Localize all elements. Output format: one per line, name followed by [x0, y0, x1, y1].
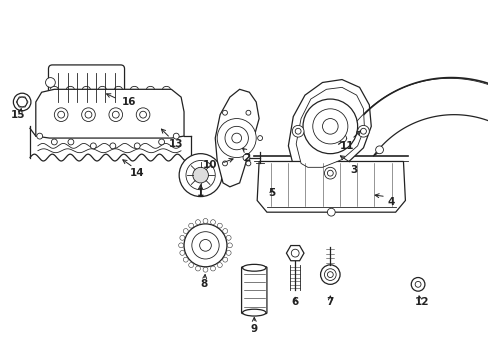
- Circle shape: [81, 108, 95, 121]
- Circle shape: [410, 278, 424, 291]
- Circle shape: [312, 109, 347, 144]
- Circle shape: [188, 223, 193, 228]
- Circle shape: [51, 139, 57, 145]
- Circle shape: [140, 111, 146, 118]
- Circle shape: [414, 282, 420, 287]
- Circle shape: [185, 161, 215, 190]
- Text: 9: 9: [250, 324, 257, 334]
- Polygon shape: [36, 89, 183, 138]
- Text: 12: 12: [414, 297, 428, 307]
- Circle shape: [327, 208, 334, 216]
- Circle shape: [110, 143, 116, 149]
- Text: 7: 7: [326, 297, 333, 307]
- Circle shape: [45, 78, 55, 87]
- Circle shape: [224, 126, 248, 150]
- Circle shape: [226, 235, 231, 240]
- Circle shape: [90, 143, 96, 149]
- Circle shape: [192, 167, 208, 183]
- Text: 16: 16: [122, 97, 136, 107]
- Text: 4: 4: [386, 197, 394, 207]
- Circle shape: [195, 220, 200, 225]
- Circle shape: [85, 111, 92, 118]
- Circle shape: [188, 263, 193, 267]
- Circle shape: [245, 161, 250, 166]
- Circle shape: [180, 235, 184, 240]
- Text: 6: 6: [291, 297, 298, 307]
- Circle shape: [322, 118, 337, 134]
- Text: 14: 14: [130, 168, 144, 178]
- Text: 11: 11: [339, 141, 353, 151]
- Ellipse shape: [242, 264, 265, 271]
- Circle shape: [217, 263, 222, 267]
- Polygon shape: [288, 80, 370, 175]
- Circle shape: [37, 133, 42, 139]
- Circle shape: [58, 111, 64, 118]
- Polygon shape: [296, 87, 364, 167]
- Circle shape: [375, 146, 383, 154]
- Circle shape: [13, 93, 31, 111]
- Circle shape: [360, 128, 366, 134]
- Text: 8: 8: [200, 279, 207, 289]
- Text: 5: 5: [267, 188, 275, 198]
- Circle shape: [195, 266, 200, 271]
- Circle shape: [210, 220, 215, 225]
- Circle shape: [109, 108, 122, 121]
- Circle shape: [243, 154, 249, 161]
- Circle shape: [178, 243, 183, 248]
- Circle shape: [183, 229, 188, 233]
- Circle shape: [227, 243, 232, 248]
- FancyBboxPatch shape: [48, 65, 124, 110]
- Circle shape: [357, 125, 368, 137]
- Text: 15: 15: [11, 110, 25, 120]
- Circle shape: [223, 229, 227, 233]
- Circle shape: [217, 118, 256, 158]
- Circle shape: [203, 219, 207, 224]
- Circle shape: [231, 133, 241, 143]
- Circle shape: [222, 110, 227, 115]
- Circle shape: [292, 125, 304, 137]
- Circle shape: [158, 139, 164, 145]
- Text: 2: 2: [243, 153, 249, 163]
- Circle shape: [179, 154, 222, 197]
- Circle shape: [245, 110, 250, 115]
- Circle shape: [183, 257, 188, 262]
- Circle shape: [203, 267, 207, 272]
- Text: 13: 13: [169, 139, 183, 149]
- Circle shape: [173, 133, 179, 139]
- Text: 3: 3: [349, 165, 357, 175]
- Ellipse shape: [242, 309, 265, 316]
- Circle shape: [327, 170, 332, 176]
- Circle shape: [320, 265, 339, 284]
- Circle shape: [324, 269, 335, 280]
- Circle shape: [327, 272, 332, 278]
- Circle shape: [226, 251, 231, 255]
- Circle shape: [217, 223, 222, 228]
- Circle shape: [324, 167, 335, 179]
- Circle shape: [112, 111, 119, 118]
- Text: 10: 10: [203, 160, 217, 170]
- Circle shape: [54, 108, 68, 121]
- Circle shape: [303, 99, 357, 154]
- Circle shape: [134, 143, 140, 149]
- Circle shape: [191, 232, 219, 259]
- Circle shape: [257, 136, 262, 140]
- Polygon shape: [257, 162, 405, 212]
- Circle shape: [183, 224, 226, 267]
- Circle shape: [223, 257, 227, 262]
- Circle shape: [338, 134, 346, 142]
- FancyBboxPatch shape: [241, 267, 266, 314]
- Polygon shape: [215, 89, 259, 187]
- Circle shape: [136, 108, 150, 121]
- Circle shape: [17, 97, 27, 107]
- Circle shape: [180, 251, 184, 255]
- Circle shape: [295, 128, 301, 134]
- Circle shape: [210, 266, 215, 271]
- Circle shape: [291, 249, 299, 257]
- Circle shape: [199, 239, 211, 251]
- Text: 1: 1: [197, 188, 204, 198]
- Circle shape: [68, 139, 74, 145]
- Circle shape: [222, 161, 227, 166]
